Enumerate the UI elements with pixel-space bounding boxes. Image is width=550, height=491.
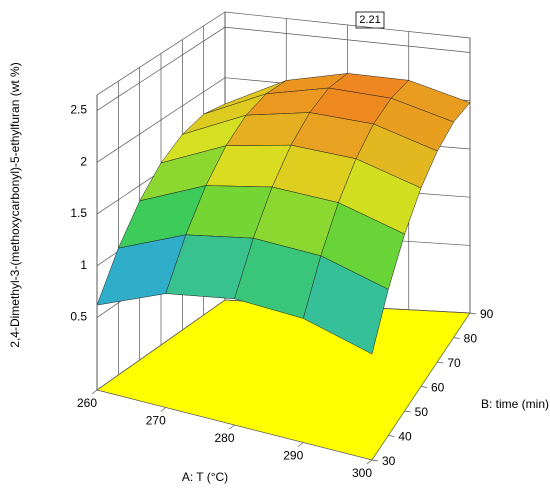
z-axis-label: 2,4-Dimethyl-3-(methoxycarbonyl)-5-ethyl… [8, 62, 22, 347]
tick-mark [453, 337, 460, 339]
annotation: 2.21 [359, 14, 380, 26]
y-tick-label: 60 [431, 381, 445, 395]
tick-mark [420, 386, 428, 388]
tick-mark [160, 407, 166, 412]
x-tick-label: 290 [283, 449, 303, 463]
floor [96, 299, 471, 461]
surface-patch [96, 234, 187, 306]
z-tick-label: 2 [80, 154, 87, 168]
z-tick-label: 1 [80, 258, 87, 272]
z-tick-label: 1.5 [70, 206, 87, 220]
y-tick-label: 70 [447, 356, 461, 370]
y-tick-label: 80 [464, 332, 478, 346]
tick-mark [388, 435, 395, 437]
x-tick-label: 260 [77, 396, 97, 410]
tick-mark [371, 459, 379, 462]
y-tick-label: 30 [382, 454, 396, 468]
y-tick-label: 50 [415, 405, 429, 419]
x-axis-label: A: T (°C) [182, 470, 228, 484]
tick-mark [229, 424, 235, 430]
x-tick-label: 300 [352, 466, 372, 480]
y-tick-label: 90 [480, 307, 494, 321]
surface-patch [302, 255, 389, 355]
tick-mark [404, 410, 411, 413]
z-tick-label: 0.5 [70, 310, 87, 324]
x-tick-label: 280 [214, 431, 234, 445]
tick-mark [437, 361, 444, 364]
x-tick-label: 270 [146, 414, 166, 428]
y-tick-label: 40 [398, 430, 412, 444]
tick-mark [469, 312, 477, 315]
annotation-box [355, 11, 385, 29]
y-axis-label: B: time (min) [481, 397, 549, 411]
tick-mark [91, 389, 98, 395]
z-tick-label: 2.5 [70, 103, 87, 117]
tick-mark [366, 459, 373, 465]
tick-mark [298, 442, 304, 447]
